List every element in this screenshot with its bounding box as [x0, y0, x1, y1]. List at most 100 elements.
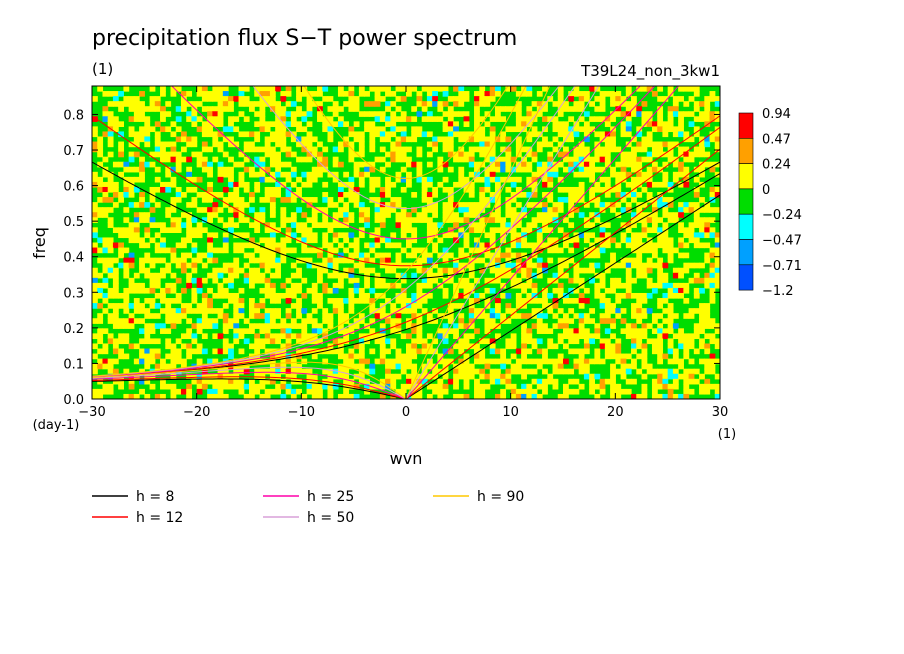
field-cell: [144, 333, 151, 340]
field-cell: [196, 303, 203, 309]
field-cell: [379, 96, 386, 102]
field-cell: [395, 171, 402, 178]
field-cell: [322, 212, 329, 218]
field-cell: [238, 171, 245, 178]
field-cell: [348, 298, 355, 304]
field-cell: [531, 176, 538, 183]
field-cell: [557, 111, 564, 117]
field-cell: [280, 116, 287, 122]
field-cell: [521, 313, 527, 319]
field-cell: [395, 197, 402, 203]
field-cell: [275, 323, 281, 329]
field-cell: [563, 151, 569, 158]
field-cell: [269, 106, 276, 112]
field-cell: [484, 277, 491, 284]
field-cell: [149, 353, 156, 360]
field-cell: [390, 378, 397, 385]
field-cell: [625, 161, 632, 168]
field-cell: [500, 363, 507, 370]
field-cell: [714, 252, 720, 259]
field-cell: [599, 232, 606, 239]
field-cell: [280, 131, 287, 138]
field-cell: [468, 222, 475, 228]
field-cell: [494, 257, 501, 264]
field-cell: [275, 242, 281, 249]
field-cell: [557, 101, 564, 107]
field-cell: [479, 368, 486, 375]
field-cell: [180, 257, 187, 264]
field-cell: [280, 207, 287, 213]
field-cell: [112, 338, 119, 345]
field-cell: [563, 242, 569, 249]
field-cell: [249, 267, 255, 274]
field-cell: [657, 262, 664, 269]
field-cell: [714, 323, 720, 329]
field-cell: [269, 252, 276, 259]
field-cell: [317, 86, 323, 92]
field-cell: [196, 378, 203, 385]
field-cell: [709, 161, 716, 168]
field-cell: [636, 207, 643, 213]
field-cell: [280, 318, 287, 324]
field-cell: [269, 287, 276, 294]
field-cell: [160, 222, 166, 228]
field-cell: [123, 298, 130, 304]
field-cell: [494, 186, 501, 193]
field-cell: [306, 232, 313, 239]
field-cell: [646, 292, 653, 299]
field-cell: [500, 378, 507, 385]
field-cell: [144, 126, 151, 133]
field-cell: [568, 388, 575, 395]
field-cell: [264, 287, 271, 294]
field-cell: [358, 262, 365, 269]
field-cell: [337, 181, 344, 188]
field-cell: [474, 116, 480, 122]
field-cell: [406, 91, 412, 97]
field-cell: [641, 202, 648, 208]
field-cell: [400, 176, 407, 183]
field-cell: [296, 86, 302, 92]
field-cell: [458, 292, 465, 299]
field-cell: [275, 101, 281, 107]
field-cell: [343, 353, 350, 360]
colorbar-swatch: [738, 239, 754, 266]
field-cell: [133, 227, 140, 233]
field-cell: [578, 161, 585, 168]
field-cell: [332, 101, 339, 107]
field-cell: [118, 353, 124, 360]
field-cell: [379, 237, 386, 244]
field-cell: [542, 86, 548, 92]
field-cell: [290, 333, 297, 340]
field-cell: [688, 378, 695, 385]
field-cell: [583, 328, 590, 334]
field-cell: [348, 323, 355, 329]
field-cell: [667, 308, 674, 314]
field-cell: [296, 106, 302, 112]
field-cell: [521, 207, 527, 213]
field-cell: [505, 383, 512, 390]
field-cell: [364, 126, 370, 133]
field-cell: [594, 202, 601, 208]
field-cell: [207, 91, 213, 97]
field-cell: [678, 181, 684, 188]
field-cell: [672, 373, 679, 380]
field-cell: [374, 313, 381, 319]
field-cell: [107, 272, 114, 279]
field-cell: [149, 237, 156, 244]
field-cell: [201, 333, 208, 340]
field-cell: [144, 353, 151, 360]
field-cell: [133, 303, 140, 309]
field-cell: [139, 368, 145, 375]
field-cell: [416, 292, 423, 299]
field-cell: [107, 101, 114, 107]
field-cell: [180, 237, 187, 244]
field-cell: [651, 212, 658, 218]
field-cell: [615, 146, 622, 153]
field-cell: [589, 277, 595, 284]
field-cell: [249, 207, 255, 213]
field-cell: [243, 156, 250, 163]
field-cell: [468, 227, 475, 233]
field-cell: [458, 146, 465, 153]
field-cell: [259, 146, 266, 153]
field-cell: [301, 318, 308, 324]
